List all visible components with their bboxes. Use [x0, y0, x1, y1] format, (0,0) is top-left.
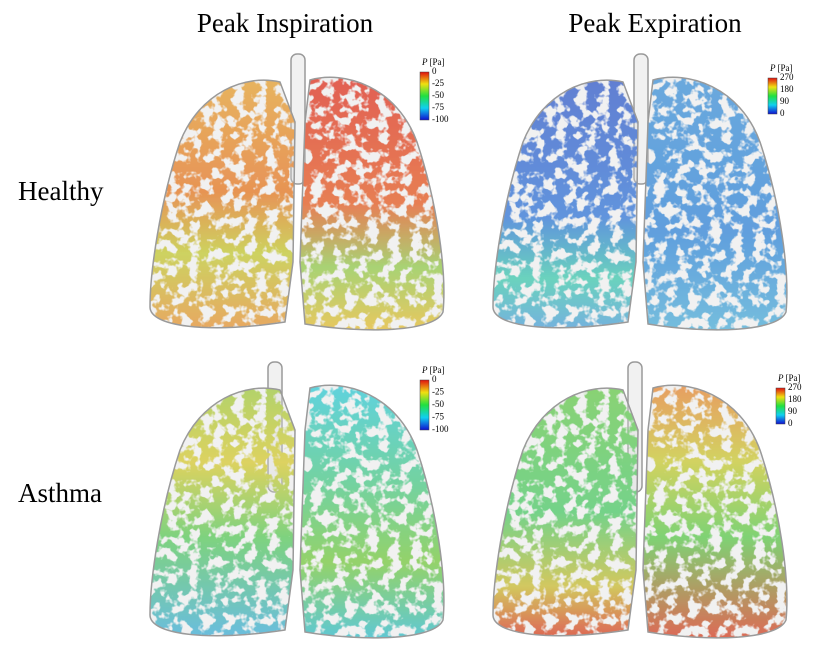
legend-tick-label: 0 [788, 418, 793, 428]
legend-title: P [Pa] [769, 63, 793, 73]
lung-image [149, 53, 445, 331]
legend-tick-label: -100 [432, 424, 449, 434]
column-title: Peak Inspiration [197, 8, 374, 38]
legend-tick-label: -50 [432, 90, 444, 100]
legend-unit: [Pa] [430, 365, 445, 375]
legend-tick-label: 270 [780, 72, 794, 82]
legend-tick-label: 0 [432, 374, 437, 384]
colorbar [419, 71, 430, 121]
legend-symbol: P [421, 365, 428, 375]
legend-tick-label: 0 [432, 66, 437, 76]
row-label: Healthy [18, 176, 104, 206]
legend-tick-label: 90 [780, 96, 790, 106]
legend-title: P [Pa] [421, 365, 445, 375]
legend-tick-label: 0 [780, 108, 785, 118]
colorbar [419, 379, 430, 431]
legend-tick-label: -25 [432, 387, 444, 397]
row-label: Asthma [18, 478, 102, 508]
legend-symbol: P [421, 57, 428, 67]
legend-unit: [Pa] [786, 373, 801, 383]
legend-title: P [Pa] [777, 373, 801, 383]
legend-tick-label: -100 [432, 114, 449, 124]
legend-tick-label: 180 [788, 394, 802, 404]
legend-symbol: P [777, 373, 784, 383]
legend-tick-label: -50 [432, 399, 444, 409]
column-title: Peak Expiration [568, 8, 742, 38]
legend-symbol: P [769, 63, 776, 73]
lung-image [149, 361, 445, 639]
legend-title: P [Pa] [421, 57, 445, 67]
colorbar [767, 77, 778, 115]
lung-image [492, 53, 788, 331]
legend-tick-label: -75 [432, 102, 444, 112]
lung-image [492, 361, 788, 639]
legend-tick-label: 270 [788, 382, 802, 392]
legend-tick-label: 90 [788, 406, 798, 416]
legend-unit: [Pa] [430, 57, 445, 67]
legend-tick-label: 180 [780, 84, 794, 94]
legend-unit: [Pa] [778, 63, 793, 73]
legend-tick-label: -75 [432, 412, 444, 422]
colorbar [775, 387, 786, 425]
legend-tick-label: -25 [432, 78, 444, 88]
